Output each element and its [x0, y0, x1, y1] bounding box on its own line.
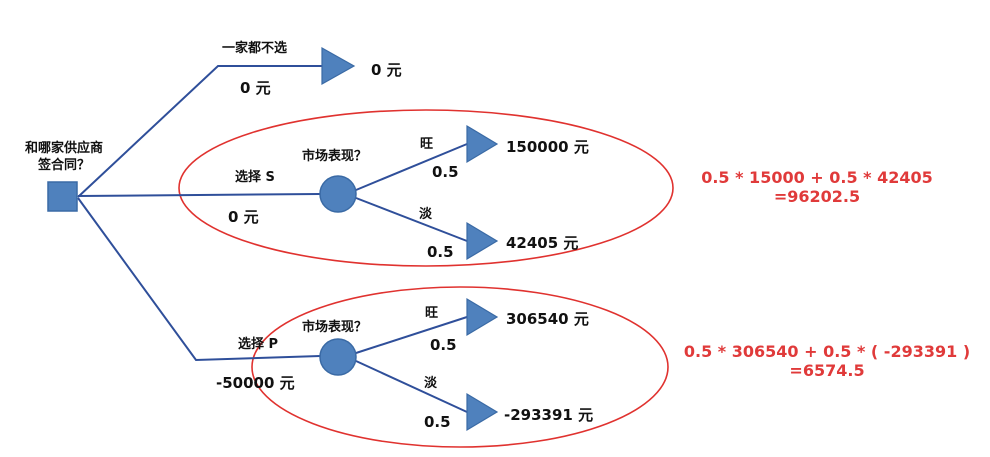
branch-s-cost: 0 元 [228, 208, 259, 226]
branch-s-line [77, 193, 321, 197]
p-down-label: 淡 [424, 376, 438, 391]
branch-s-highlight-ellipse [178, 109, 674, 267]
p-up-label: 旺 [425, 306, 439, 321]
branch-p-calc-line2: =6574.5 [789, 361, 865, 380]
branch-none-label: 一家都不选 [222, 41, 288, 56]
branch-s-calc-line1: 0.5 * 15000 + 0.5 * 42405 [701, 168, 933, 187]
branch-p-highlight-ellipse [251, 286, 669, 448]
branch-none-line [77, 65, 322, 198]
s-down-line [355, 197, 468, 242]
terminal-s-down-triangle [466, 221, 499, 261]
chance-p-label: 市场表现？ [302, 320, 368, 335]
root-question-line2: 签合同？ [37, 158, 90, 173]
branch-p-expected-value: 0.5 * 306540 + 0.5 * ( -293391 ) =6574.5 [672, 342, 982, 380]
p-up-payoff: 306540 元 [506, 310, 589, 328]
branch-p-cost: -50000 元 [216, 374, 295, 392]
decision-node-square [47, 181, 78, 212]
terminal-s-up-triangle [466, 124, 499, 164]
terminal-p-down-triangle [466, 392, 499, 432]
chance-node-p [319, 338, 357, 376]
branch-p-calc-line1: 0.5 * 306540 + 0.5 * ( -293391 ) [683, 342, 971, 361]
terminal-none-triangle [321, 46, 356, 86]
p-up-line [355, 316, 468, 354]
s-up-line [355, 143, 468, 191]
root-question-line1: 和哪家供应商 [24, 141, 103, 156]
branch-p-label: 选择 P [238, 337, 279, 352]
p-down-payoff: -293391 元 [504, 406, 594, 424]
root-question-label: 和哪家供应商 签合同？ [14, 140, 114, 174]
terminal-p-up-triangle [466, 297, 499, 337]
s-down-label: 淡 [419, 207, 433, 222]
chance-node-s [319, 175, 357, 213]
p-up-prob: 0.5 [430, 336, 457, 354]
branch-s-label: 选择 S [235, 170, 275, 185]
branch-none-payoff: 0 元 [371, 61, 402, 79]
p-down-prob: 0.5 [424, 413, 451, 431]
s-down-payoff: 42405 元 [506, 234, 579, 252]
branch-p-line [77, 197, 321, 362]
s-up-label: 旺 [420, 137, 434, 152]
branch-s-expected-value: 0.5 * 15000 + 0.5 * 42405 =96202.5 [697, 168, 937, 206]
chance-s-label: 市场表现？ [302, 149, 368, 164]
branch-s-calc-line2: =96202.5 [773, 187, 861, 206]
s-up-payoff: 150000 元 [506, 138, 589, 156]
s-down-prob: 0.5 [427, 243, 454, 261]
branch-none-cost: 0 元 [240, 79, 271, 97]
p-down-line [355, 360, 468, 413]
s-up-prob: 0.5 [432, 163, 459, 181]
